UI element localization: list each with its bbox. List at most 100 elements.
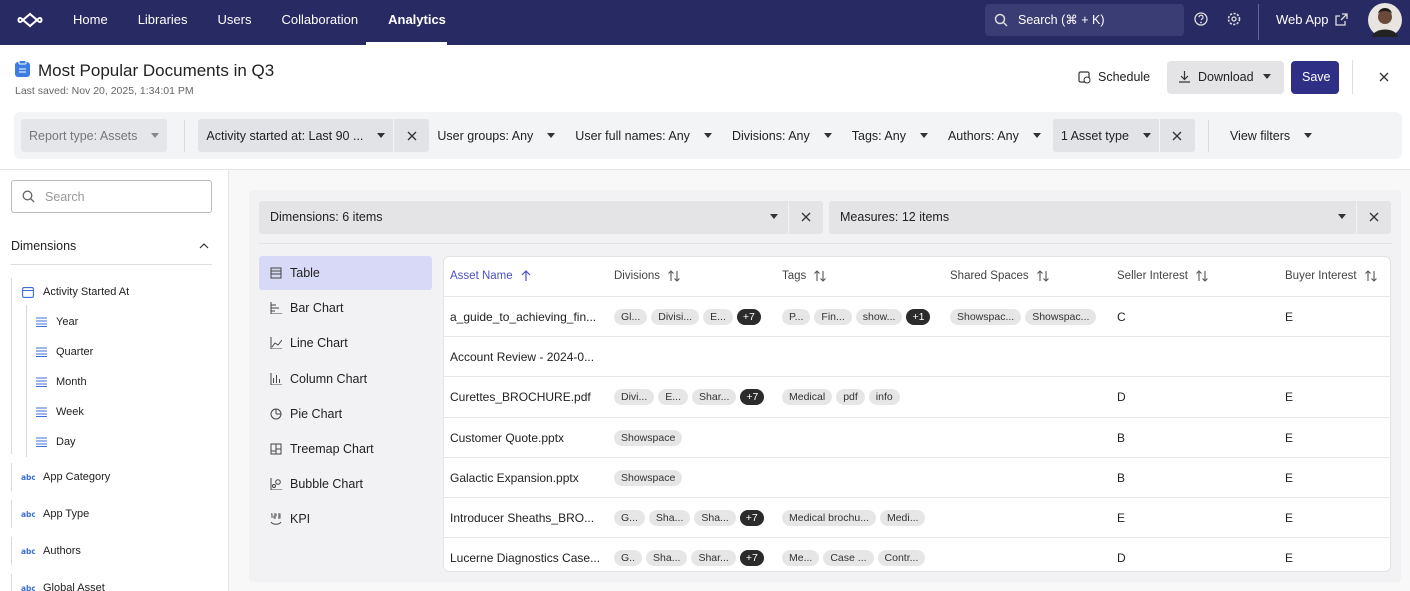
- tag-chip[interactable]: show...: [856, 309, 903, 325]
- close-icon[interactable]: [801, 212, 811, 222]
- tag-chip[interactable]: Medical brochu...: [782, 510, 876, 526]
- asset-name[interactable]: Lucerne Diagnostics Case...: [450, 550, 600, 566]
- asset-name[interactable]: Customer Quote.pptx: [450, 430, 564, 446]
- nav-link[interactable]: Libraries: [138, 12, 188, 28]
- sort-icon[interactable]: [668, 270, 680, 282]
- chart-type-option[interactable]: Table: [290, 265, 320, 281]
- remove-filter[interactable]: [1160, 119, 1195, 152]
- dropdown-caret[interactable]: [770, 214, 778, 220]
- save-label[interactable]: Save: [1302, 69, 1331, 85]
- filter-chip[interactable]: Authors: Any: [940, 119, 1049, 152]
- tag-chip[interactable]: G..: [614, 550, 642, 566]
- dropdown-caret[interactable]: [1263, 74, 1271, 80]
- tag-chip[interactable]: Showspac...: [1025, 309, 1096, 325]
- tag-chip[interactable]: Sha...: [646, 550, 687, 566]
- column-header[interactable]: Buyer Interest: [1285, 268, 1357, 284]
- chart-type-option[interactable]: Bubble Chart: [290, 476, 363, 492]
- column-header[interactable]: Tags: [782, 268, 806, 284]
- more-chip[interactable]: +7: [740, 510, 764, 526]
- help-icon[interactable]: [1194, 12, 1208, 26]
- dropdown-caret[interactable]: [547, 133, 555, 139]
- chart-type-option[interactable]: KPI: [290, 511, 310, 527]
- column-header[interactable]: Seller Interest: [1117, 268, 1188, 284]
- column-header[interactable]: Shared Spaces: [950, 268, 1029, 284]
- section-header[interactable]: Dimensions: [11, 238, 76, 254]
- tag-chip[interactable]: Shar...: [691, 550, 735, 566]
- collapse-icon[interactable]: [199, 242, 209, 249]
- dimension-item[interactable]: Activity Started At: [43, 284, 129, 300]
- tag-chip[interactable]: Medi...: [880, 510, 926, 526]
- filter-chip[interactable]: 1 Asset type: [1053, 119, 1159, 152]
- nav-link[interactable]: Home: [73, 12, 108, 28]
- filter-chip[interactable]: User groups: Any: [429, 119, 563, 152]
- tag-chip[interactable]: info: [869, 389, 900, 405]
- avatar[interactable]: [1368, 3, 1402, 37]
- column-header[interactable]: Divisions: [614, 268, 660, 284]
- tag-chip[interactable]: Divisi...: [651, 309, 699, 325]
- tag-chip[interactable]: Showspace: [614, 470, 682, 486]
- sort-icon[interactable]: [814, 270, 826, 282]
- dimension-subitem[interactable]: Day: [56, 434, 76, 450]
- more-chip[interactable]: +7: [740, 389, 764, 405]
- dropdown-caret[interactable]: [824, 133, 832, 139]
- asset-name[interactable]: Galactic Expansion.pptx: [450, 470, 579, 486]
- tag-chip[interactable]: Shar...: [692, 389, 736, 405]
- dimension-item[interactable]: App Type: [43, 506, 89, 522]
- tag-chip[interactable]: Sha...: [694, 510, 735, 526]
- more-chip[interactable]: +7: [737, 309, 761, 325]
- web-app-link[interactable]: Web App: [1276, 12, 1329, 28]
- sidebar-search[interactable]: [11, 180, 212, 213]
- schedule-button[interactable]: Schedule: [1098, 69, 1150, 85]
- tag-chip[interactable]: Case ...: [823, 550, 873, 566]
- nav-link[interactable]: Users: [218, 12, 252, 28]
- dimension-item[interactable]: Authors: [43, 543, 81, 559]
- asset-name[interactable]: a_guide_to_achieving_fin...: [450, 309, 596, 325]
- tag-chip[interactable]: Sha...: [649, 510, 690, 526]
- tag-chip[interactable]: Contr...: [878, 550, 926, 566]
- sort-icon[interactable]: [1196, 270, 1208, 282]
- more-chip[interactable]: +1: [906, 309, 930, 325]
- dimension-subitem[interactable]: Year: [56, 314, 78, 330]
- tag-chip[interactable]: Gl...: [614, 309, 647, 325]
- asset-name[interactable]: Introducer Sheaths_BRO...: [450, 510, 594, 526]
- column-header[interactable]: Asset Name: [450, 268, 513, 284]
- tag-chip[interactable]: G...: [614, 510, 645, 526]
- dimension-item[interactable]: App Category: [43, 469, 110, 485]
- tag-chip[interactable]: P...: [782, 309, 810, 325]
- close-icon[interactable]: [1379, 72, 1389, 82]
- dimension-subitem[interactable]: Quarter: [56, 344, 93, 360]
- filter-chip[interactable]: Activity started at: Last 90 ...: [198, 119, 393, 152]
- remove-filter[interactable]: [394, 119, 429, 152]
- dimension-item[interactable]: Global Asset: [43, 580, 105, 591]
- tag-chip[interactable]: Fin...: [814, 309, 851, 325]
- filter-chip[interactable]: Tags: Any: [844, 119, 936, 152]
- nav-link[interactable]: Collaboration: [282, 12, 359, 28]
- dropdown-caret[interactable]: [151, 133, 159, 139]
- tag-chip[interactable]: pdf: [836, 389, 865, 405]
- dropdown-caret[interactable]: [1304, 133, 1312, 139]
- tag-chip[interactable]: Me...: [782, 550, 819, 566]
- tag-chip[interactable]: Medical: [782, 389, 832, 405]
- close-icon[interactable]: [1369, 212, 1379, 222]
- tag-chip[interactable]: Showspace: [614, 430, 682, 446]
- dimension-subitem[interactable]: Week: [56, 404, 84, 420]
- dropdown-caret[interactable]: [704, 133, 712, 139]
- chart-type-option[interactable]: Treemap Chart: [290, 441, 374, 457]
- tag-chip[interactable]: Showspac...: [950, 309, 1021, 325]
- download-label[interactable]: Download: [1198, 69, 1254, 85]
- tag-chip[interactable]: E...: [658, 389, 688, 405]
- dropdown-caret[interactable]: [377, 133, 385, 139]
- dropdown-caret[interactable]: [1143, 133, 1151, 139]
- sort-icon[interactable]: [1037, 270, 1049, 282]
- filter-chip[interactable]: Divisions: Any: [724, 119, 840, 152]
- dropdown-caret[interactable]: [1033, 133, 1041, 139]
- nav-link[interactable]: Analytics: [388, 12, 446, 28]
- chart-type-option[interactable]: Column Chart: [290, 371, 367, 387]
- filter-chip[interactable]: View filters: [1222, 119, 1320, 152]
- more-chip[interactable]: +7: [740, 550, 764, 566]
- dropdown-caret[interactable]: [1338, 214, 1346, 220]
- asset-name[interactable]: Curettes_BROCHURE.pdf: [450, 389, 591, 405]
- asset-name[interactable]: Account Review - 2024-0...: [450, 349, 594, 365]
- chart-type-option[interactable]: Pie Chart: [290, 406, 342, 422]
- dimension-subitem[interactable]: Month: [56, 374, 87, 390]
